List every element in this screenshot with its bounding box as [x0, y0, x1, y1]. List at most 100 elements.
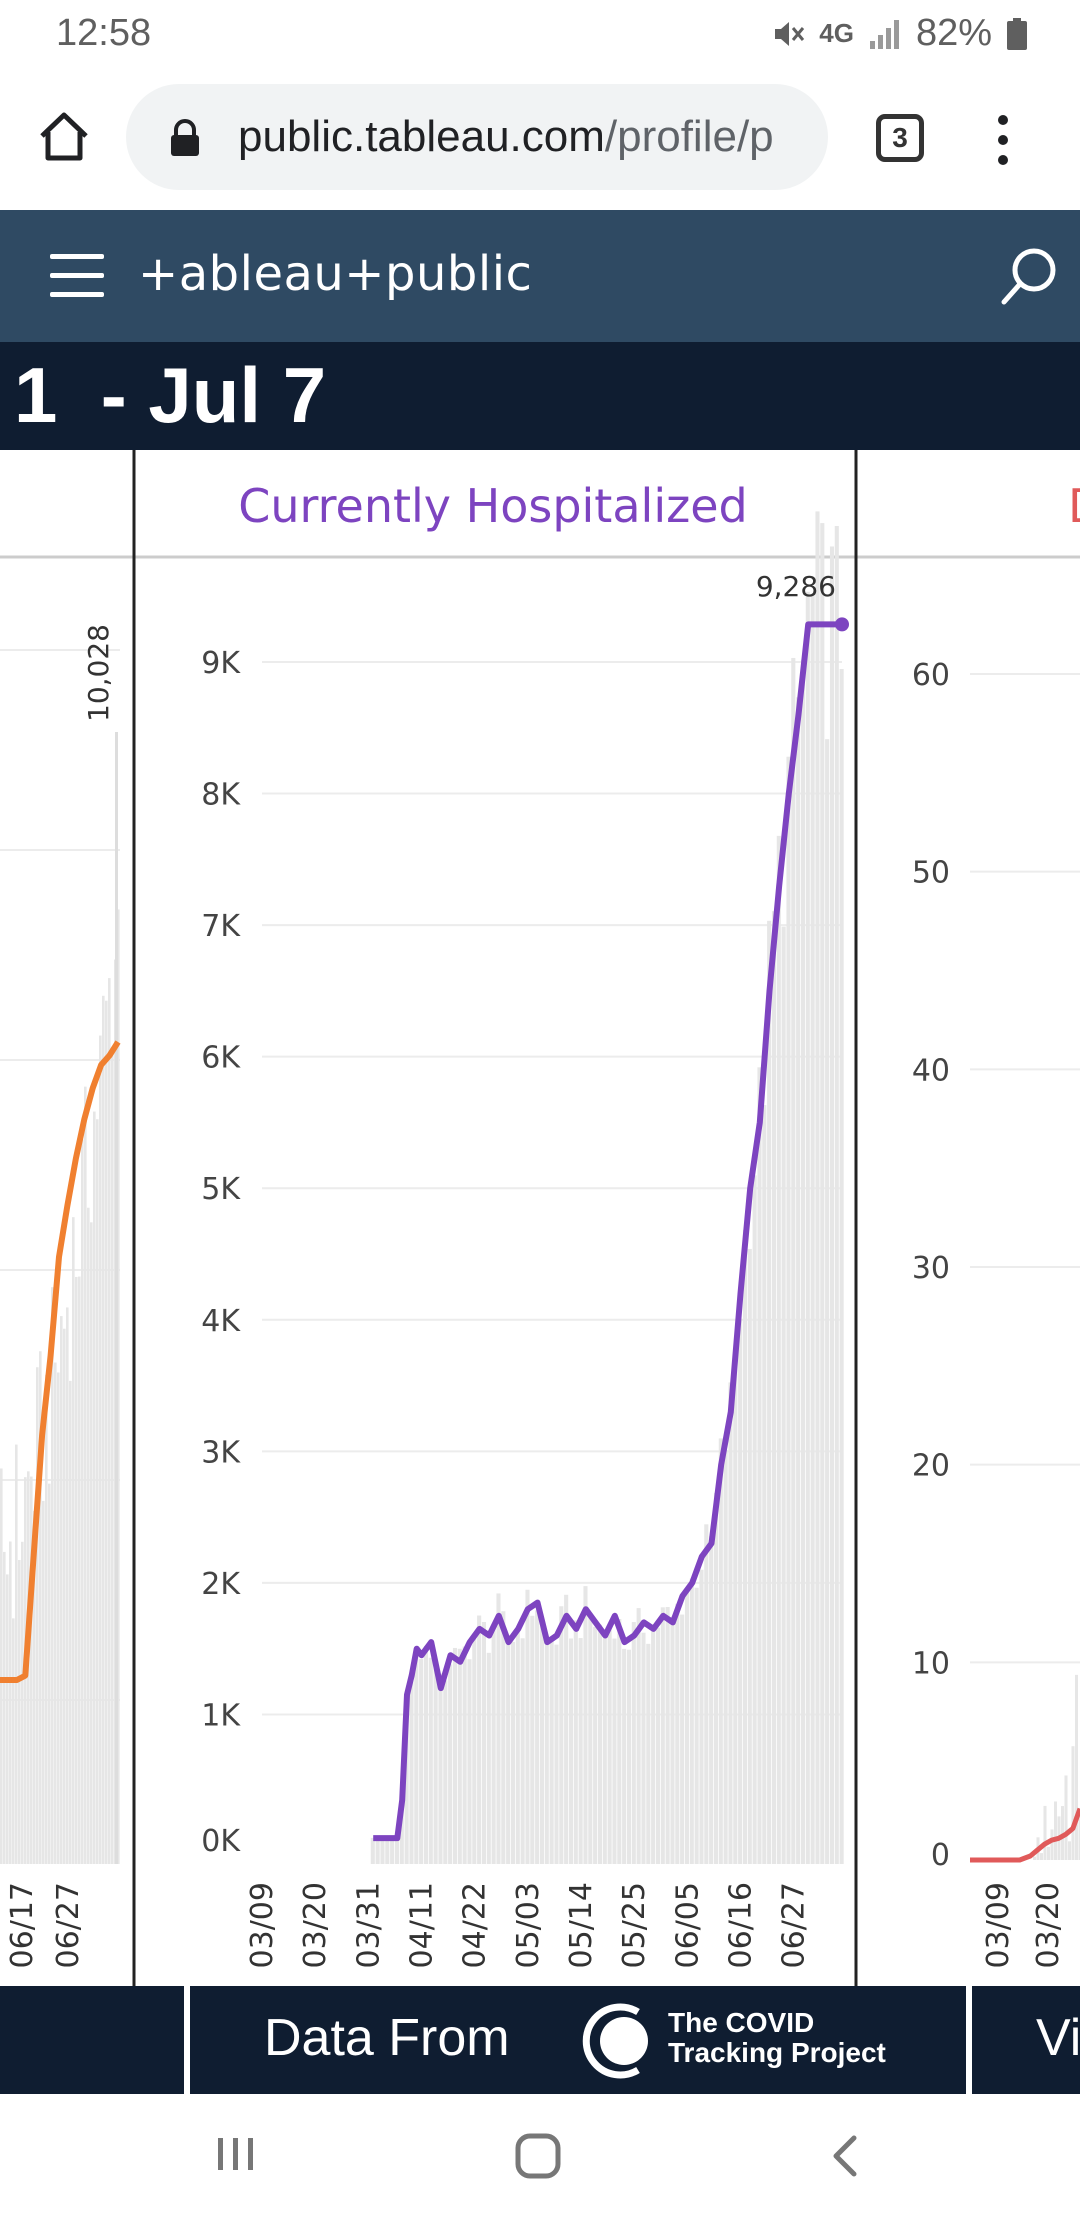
hosp-x-tick: 05/25 [617, 1882, 652, 1968]
hosp-daily-bar [380, 1838, 385, 1864]
more-options-icon[interactable] [988, 110, 1018, 170]
cases-daily-bar [72, 1217, 75, 1864]
hosp-daily-bar [602, 1637, 607, 1864]
hosp-daily-bar [651, 1627, 656, 1864]
hamburger-menu-icon[interactable] [50, 254, 106, 298]
deaths-daily-bar [1064, 1775, 1068, 1860]
deaths-line [970, 1807, 1080, 1863]
hosp-daily-bar [805, 591, 810, 1864]
hosp-daily-bar [568, 1638, 574, 1864]
hosp-daily-bar [394, 1837, 400, 1864]
deaths-daily-bar [1047, 1846, 1050, 1860]
tableau-public-logo[interactable]: +ableau+public [138, 246, 533, 302]
cases-daily-bar [51, 1287, 54, 1864]
cases-daily-bar [12, 1618, 15, 1864]
url-text[interactable]: public.tableau.com/profile/p [238, 112, 774, 162]
hosp-y-tick: 9K [201, 646, 241, 681]
hosp-daily-bar [467, 1659, 472, 1864]
cases-daily-bar [96, 1119, 99, 1864]
covid-tracking-project-label: The COVID Tracking Project [668, 2008, 886, 2068]
hosp-daily-bar [438, 1673, 443, 1864]
back-icon[interactable] [824, 2132, 868, 2180]
hosp-daily-bar [786, 756, 791, 1864]
covid-line2: Tracking Project [668, 2037, 886, 2068]
tableau-header: +ableau+public [0, 210, 1080, 342]
hosp-daily-bar [515, 1629, 520, 1864]
cases-daily-bar [108, 978, 111, 1864]
deaths-daily-bar [1075, 1674, 1078, 1860]
hosp-daily-bar [636, 1608, 641, 1864]
deaths-y-tick: 0 [931, 1838, 950, 1873]
home-nav-icon[interactable] [514, 2132, 562, 2180]
covid-tracking-logo-icon [582, 2003, 648, 2079]
hosp-daily-bar [597, 1624, 603, 1864]
hosp-x-tick: 06/05 [670, 1882, 705, 1968]
lock-icon [171, 119, 199, 156]
deaths-daily-bar [1054, 1801, 1057, 1860]
hosp-daily-bar [385, 1837, 390, 1864]
signal-icon [869, 19, 899, 49]
hosp-daily-bar [472, 1635, 477, 1864]
hosp-daily-bar [646, 1643, 651, 1864]
cases-daily-bar [78, 1276, 81, 1864]
cases-daily-bar [102, 995, 105, 1864]
hosp-daily-bar [631, 1622, 636, 1864]
hosp-daily-bar [452, 1647, 458, 1864]
hosp-daily-bar [525, 1589, 530, 1864]
cases-daily-bar [33, 1510, 36, 1864]
hosp-daily-bar [520, 1638, 525, 1864]
hosp-daily-bar [554, 1644, 559, 1864]
hosp-daily-bar [796, 697, 801, 1864]
hosp-daily-bar [834, 525, 839, 1865]
hosp-daily-bar [689, 1578, 694, 1864]
hosp-y-tick: 0K [201, 1824, 241, 1859]
hosp-daily-bar [535, 1610, 540, 1864]
battery-percent: 82% [915, 12, 992, 54]
data-from-label: Data From [264, 2009, 510, 2067]
deaths-daily-bar [1071, 1746, 1075, 1860]
cases-daily-bar [63, 1328, 66, 1864]
android-nav-bar [0, 2094, 1080, 2220]
hosp-x-tick: 03/09 [245, 1882, 280, 1968]
hosp-daily-bar [423, 1645, 429, 1864]
cases-daily-bar [75, 1276, 78, 1864]
deaths-x-tick: 03/20 [1031, 1882, 1066, 1968]
hosp-daily-bar [767, 920, 772, 1864]
hosp-daily-bar [564, 1594, 569, 1864]
footer-divider-right [966, 1986, 972, 2094]
battery-icon [1007, 17, 1027, 50]
cases-line [0, 1040, 121, 1683]
hosp-x-tick: 04/22 [458, 1882, 493, 1968]
cases-daily-bar [6, 1574, 9, 1864]
hosp-daily-bar [704, 1524, 709, 1864]
hosp-daily-bar [607, 1627, 612, 1864]
cases-daily-bar [99, 1035, 102, 1864]
hosp-daily-bar [825, 739, 830, 1864]
network-type: 4G [819, 18, 854, 48]
hosp-daily-bar [414, 1653, 419, 1864]
hosp-daily-bar [530, 1615, 535, 1864]
address-bar[interactable]: public.tableau.com/profile/p [126, 84, 828, 190]
tab-switcher-button[interactable]: 3 [876, 114, 924, 162]
hosp-daily-bar [738, 1319, 743, 1864]
deaths-y-tick: 60 [912, 658, 950, 693]
deaths-chart-panel: 0 10 20 30 40 50 60 03/09 03/20 [912, 658, 1080, 1968]
right-panel-title-partial: D [1068, 479, 1080, 533]
home-icon[interactable] [36, 108, 92, 164]
cases-daily-bar [90, 1222, 93, 1864]
search-icon[interactable] [998, 244, 1062, 308]
data-source-band: Data From The COVID Tracking Project Vi [0, 1986, 1080, 2094]
hosp-daily-bar [588, 1614, 593, 1864]
url-path: /profile/p [604, 112, 774, 161]
deaths-y-tick: 30 [912, 1251, 950, 1286]
status-time: 12:58 [56, 12, 152, 54]
hosp-daily-bar [762, 1105, 767, 1864]
cases-daily-bar [42, 1500, 45, 1864]
status-bar: 12:58 4G 82% [0, 0, 1080, 66]
hosp-daily-bar [549, 1638, 554, 1864]
deaths-y-tick: 40 [912, 1053, 950, 1088]
cases-daily-bar [3, 1551, 6, 1864]
hosp-annotation: 9,286 [756, 570, 836, 603]
recent-apps-icon[interactable] [214, 2132, 258, 2176]
